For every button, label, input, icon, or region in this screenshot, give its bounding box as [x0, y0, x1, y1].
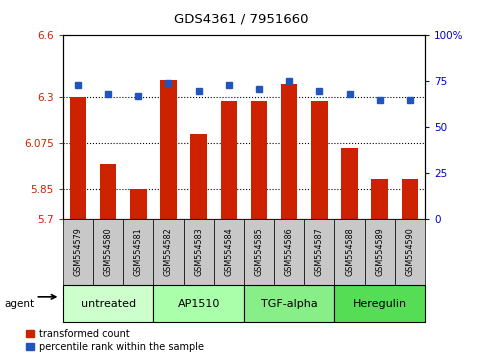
Bar — [213, 219, 244, 285]
Legend: transformed count, percentile rank within the sample: transformed count, percentile rank withi… — [24, 327, 206, 354]
Bar — [402, 178, 418, 219]
Text: GDS4361 / 7951660: GDS4361 / 7951660 — [174, 12, 309, 25]
Bar — [244, 219, 274, 285]
Bar — [334, 285, 425, 322]
Bar — [395, 219, 425, 285]
Text: GSM554579: GSM554579 — [73, 227, 83, 276]
Text: GSM554587: GSM554587 — [315, 227, 324, 276]
Bar — [221, 101, 237, 219]
Text: Heregulin: Heregulin — [353, 298, 407, 309]
Bar — [63, 285, 154, 322]
Text: GSM554586: GSM554586 — [284, 227, 294, 276]
Bar — [274, 219, 304, 285]
Bar — [184, 219, 213, 285]
Bar — [341, 148, 358, 219]
Bar — [311, 101, 327, 219]
Bar — [334, 219, 365, 285]
Text: GSM554582: GSM554582 — [164, 227, 173, 276]
Bar — [123, 219, 154, 285]
Text: GSM554588: GSM554588 — [345, 227, 354, 276]
Text: TGF-alpha: TGF-alpha — [261, 298, 317, 309]
Text: AP1510: AP1510 — [177, 298, 220, 309]
Text: GSM554590: GSM554590 — [405, 227, 414, 276]
Bar — [130, 189, 146, 219]
Text: GSM554583: GSM554583 — [194, 227, 203, 276]
Bar — [190, 133, 207, 219]
Bar — [100, 164, 116, 219]
Text: GSM554585: GSM554585 — [255, 227, 264, 276]
Text: GSM554584: GSM554584 — [224, 227, 233, 276]
Bar — [160, 80, 177, 219]
Bar — [154, 219, 184, 285]
Text: GSM554580: GSM554580 — [103, 227, 113, 276]
Text: untreated: untreated — [81, 298, 136, 309]
Text: GSM554581: GSM554581 — [134, 227, 143, 276]
Bar — [63, 219, 93, 285]
Bar — [365, 219, 395, 285]
Bar — [281, 85, 298, 219]
Bar — [371, 178, 388, 219]
Text: agent: agent — [5, 299, 35, 309]
Bar — [304, 219, 334, 285]
Bar — [154, 285, 244, 322]
Bar — [244, 285, 334, 322]
Bar — [70, 97, 86, 219]
Bar — [251, 101, 267, 219]
Bar — [93, 219, 123, 285]
Text: GSM554589: GSM554589 — [375, 227, 384, 276]
